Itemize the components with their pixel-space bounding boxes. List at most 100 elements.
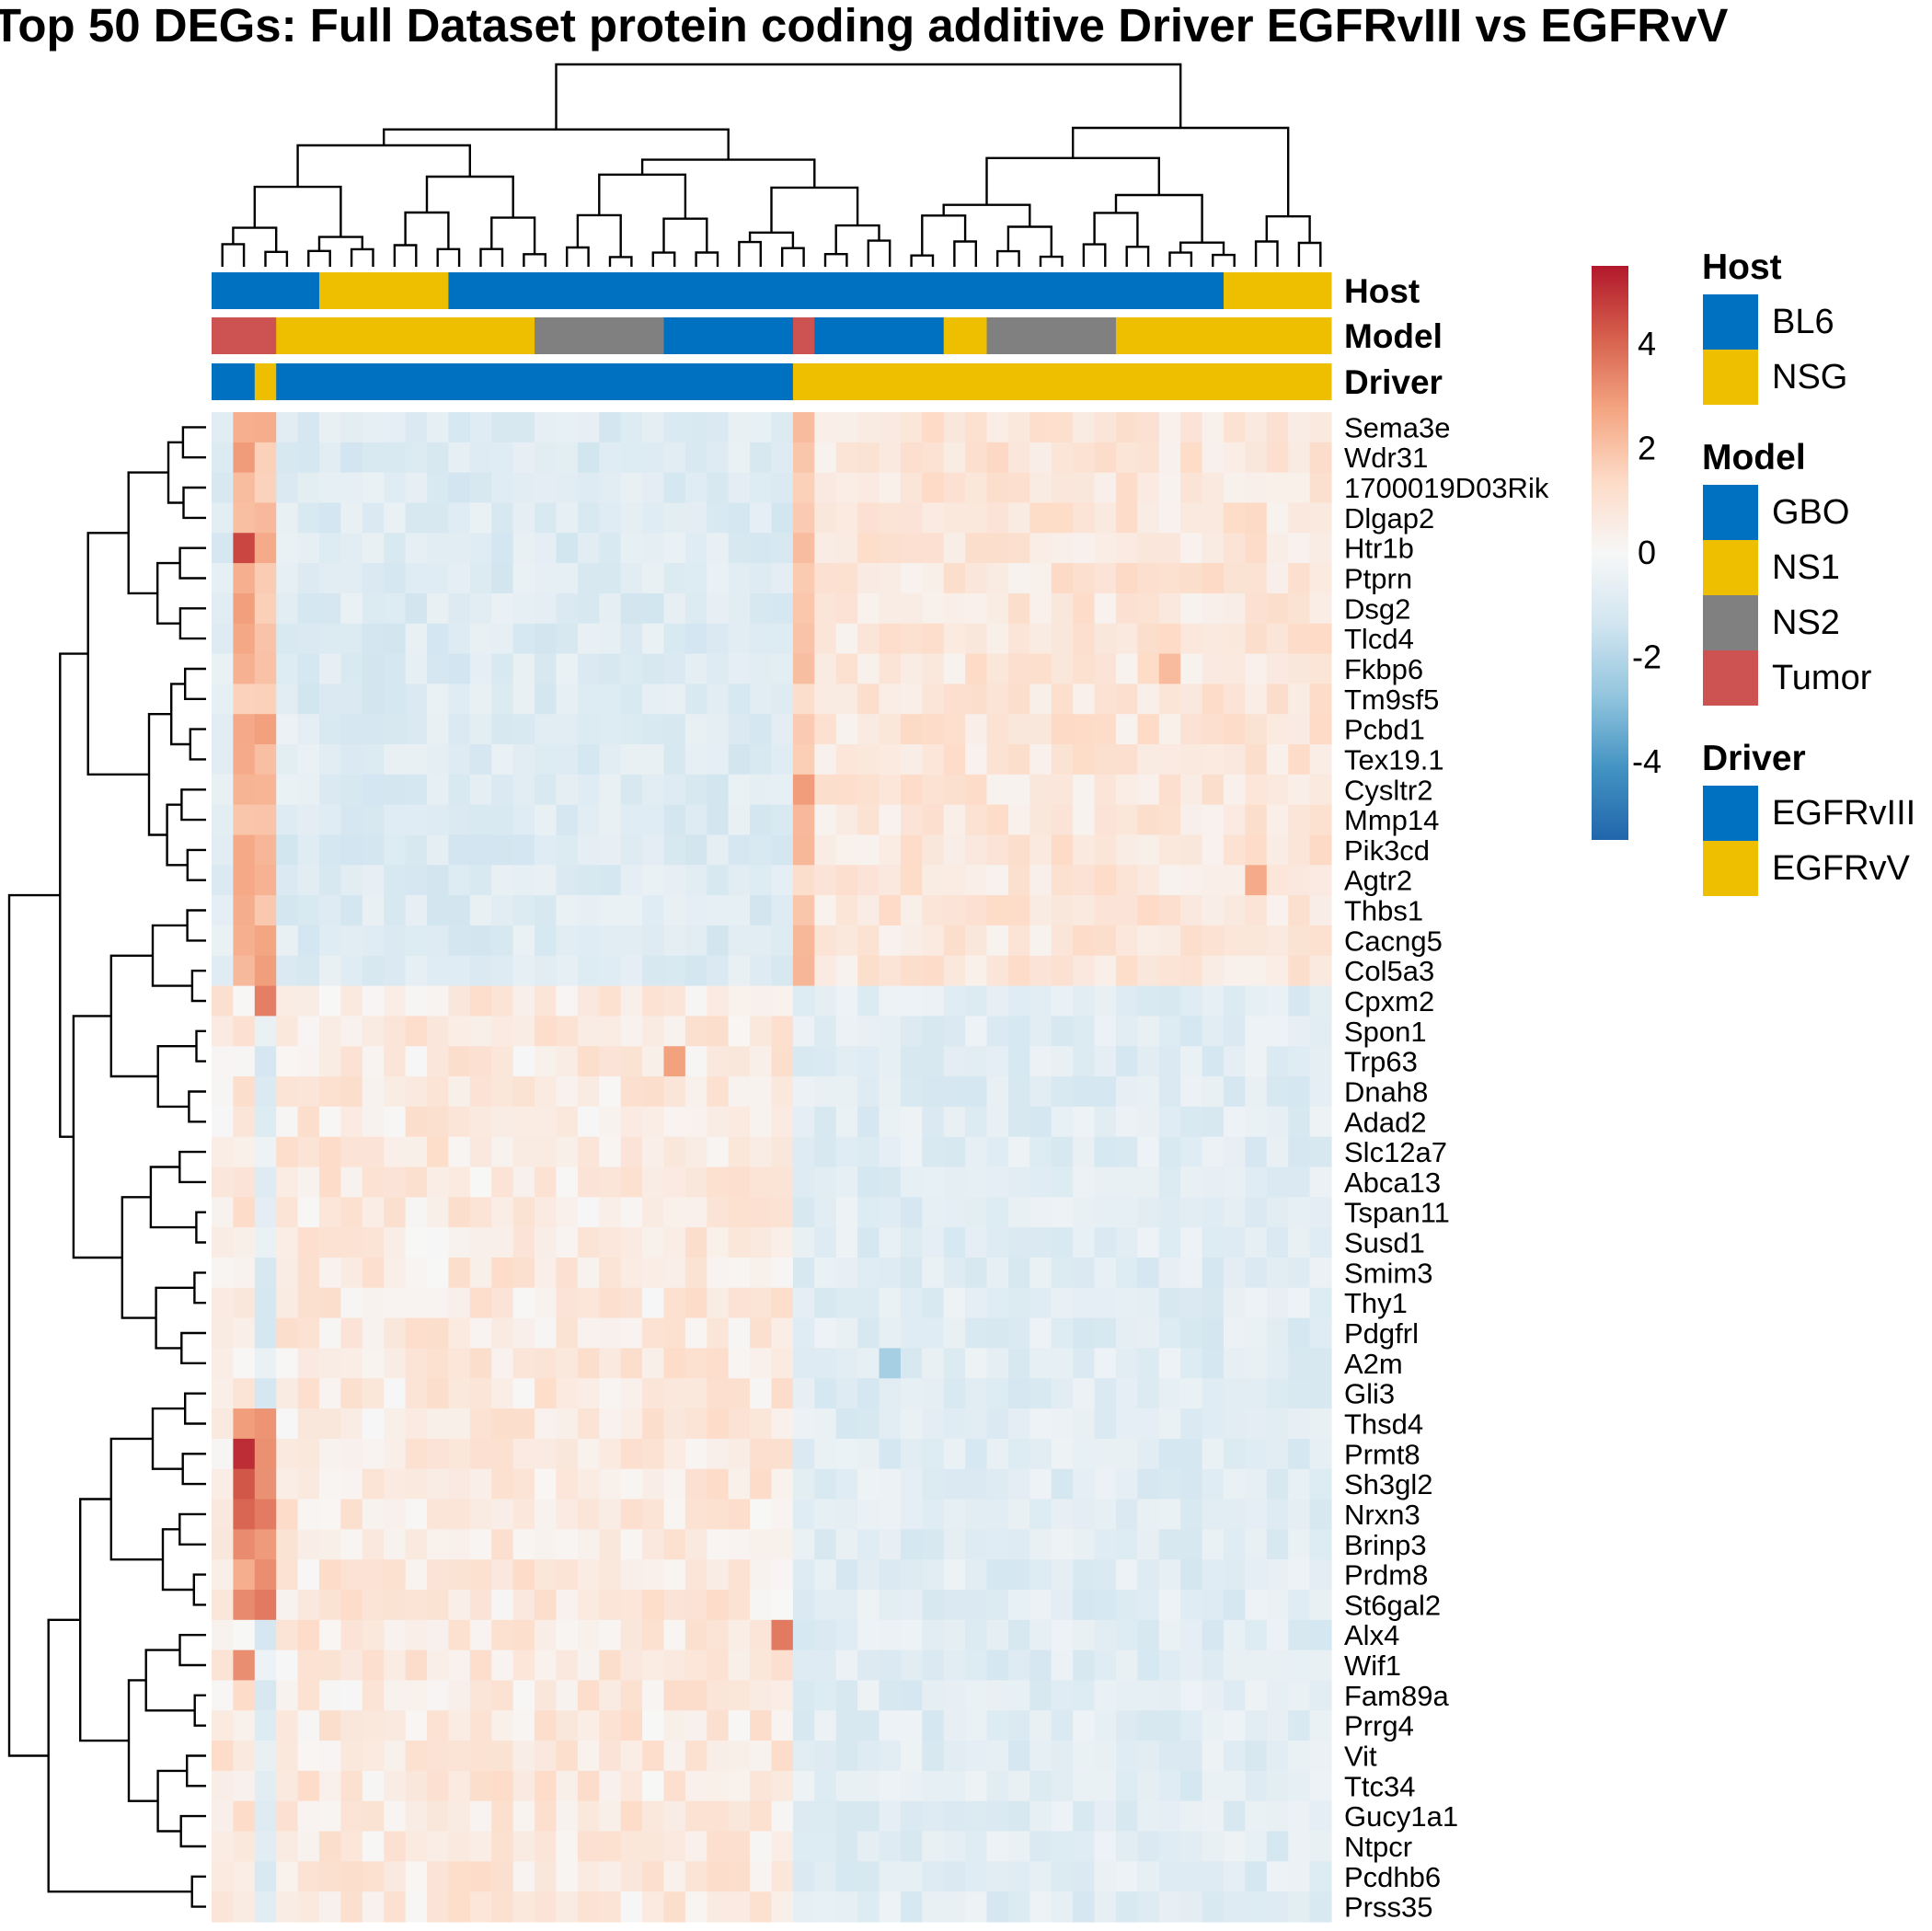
heatmap-cell — [663, 834, 686, 866]
heatmap-cell — [1137, 1649, 1160, 1682]
heatmap-cell — [1137, 1016, 1160, 1047]
heatmap-cell — [642, 865, 665, 896]
heatmap-cell — [986, 1741, 1009, 1772]
heatmap-cell — [728, 1649, 751, 1682]
heatmap-cell — [577, 1468, 600, 1500]
heatmap-cell — [362, 1800, 385, 1833]
heatmap-cell — [1094, 1468, 1117, 1500]
dendrogram-branch — [867, 239, 891, 267]
heatmap-cell — [965, 1317, 988, 1350]
legend-swatch — [1703, 294, 1758, 350]
heatmap-cell — [750, 684, 773, 715]
dendrogram-branch — [186, 1754, 206, 1787]
heatmap-cell — [684, 1710, 707, 1741]
heatmap-cell — [384, 1227, 407, 1259]
heatmap-cell — [1051, 1076, 1074, 1108]
heatmap-cell — [1309, 804, 1332, 836]
heatmap-cell — [212, 925, 234, 957]
heatmap-cell — [750, 1257, 773, 1289]
heatmap-cell — [943, 623, 966, 655]
heatmap-cell — [405, 714, 428, 745]
heatmap-cell — [1137, 1800, 1160, 1833]
heatmap-cell — [254, 1348, 277, 1379]
heatmap-cell — [771, 1016, 794, 1047]
heatmap-cell — [362, 1589, 385, 1621]
heatmap-cell — [297, 684, 320, 715]
heatmap-cell — [814, 1831, 837, 1862]
heatmap-cell — [1245, 1649, 1268, 1682]
heatmap-cell — [427, 1076, 450, 1108]
heatmap-cell — [965, 1468, 988, 1500]
heatmap-cell — [1266, 563, 1289, 594]
heatmap-cell — [535, 623, 558, 655]
dendrogram-branch — [195, 1211, 206, 1244]
heatmap-cell — [1158, 592, 1181, 625]
heatmap-cell — [943, 563, 966, 594]
heatmap-cell — [254, 1317, 277, 1350]
legend-item-label: EGFRvV — [1772, 849, 1911, 888]
heatmap-cell — [577, 1317, 600, 1350]
heatmap-cell — [319, 1136, 342, 1168]
heatmap-cell — [405, 1016, 428, 1047]
heatmap-cell — [1115, 895, 1138, 926]
heatmap-cell — [642, 1197, 665, 1228]
heatmap-cell — [1094, 1619, 1117, 1651]
heatmap-cell — [642, 563, 665, 594]
heatmap-cell — [1245, 472, 1268, 504]
heatmap-cell — [1266, 653, 1289, 684]
heatmap-cell — [212, 472, 234, 504]
heatmap-cell — [663, 1468, 686, 1500]
heatmap-cell — [1309, 1770, 1332, 1802]
heatmap-cell — [319, 1770, 342, 1802]
heatmap-cell — [1202, 1800, 1225, 1833]
heatmap-cell — [384, 955, 407, 987]
heatmap-cell — [319, 714, 342, 745]
heatmap-cell — [835, 1136, 858, 1168]
heatmap-cell — [405, 1499, 428, 1530]
heatmap-cell — [1094, 1499, 1117, 1530]
heatmap-cell — [663, 563, 686, 594]
heatmap-cell — [707, 1770, 730, 1802]
heatmap-cell — [1180, 1408, 1203, 1440]
dendrogram-branch — [942, 203, 1031, 227]
heatmap-cell — [212, 533, 234, 564]
heatmap-cell — [728, 1710, 751, 1741]
heatmap-cell — [1202, 1317, 1225, 1350]
heatmap-cell — [233, 623, 256, 655]
heatmap-cell — [1007, 744, 1030, 776]
heatmap-cell — [707, 1348, 730, 1379]
heatmap-cell — [1309, 502, 1332, 534]
heatmap-cell — [750, 563, 773, 594]
heatmap-cell — [1051, 1408, 1074, 1440]
heatmap-cell — [427, 1559, 450, 1591]
legend-item-label: GBO — [1772, 493, 1849, 532]
heatmap-cell — [556, 1680, 579, 1711]
heatmap-cell — [1288, 865, 1311, 896]
heatmap-cell — [663, 1167, 686, 1198]
heatmap-cell — [577, 1529, 600, 1560]
heatmap-cell — [1073, 1800, 1096, 1833]
heatmap-cell — [233, 1287, 256, 1319]
dendrogram-branch — [86, 532, 149, 776]
dendrogram-branch — [155, 1286, 195, 1350]
dendrogram-branch — [953, 240, 977, 267]
heatmap-cell — [1007, 1800, 1030, 1833]
heatmap-cell — [427, 1680, 450, 1711]
heatmap-cell — [448, 925, 471, 957]
heatmap-cell — [986, 1438, 1009, 1470]
heatmap-cell — [1180, 714, 1203, 745]
gene-label: Alx4 — [1344, 1619, 1399, 1651]
heatmap-cell — [319, 744, 342, 776]
heatmap-cell — [319, 592, 342, 625]
heatmap-cell — [1051, 1589, 1074, 1621]
heatmap-cell — [684, 1136, 707, 1168]
heatmap-cell — [254, 865, 277, 896]
heatmap-cell — [1266, 1106, 1289, 1138]
heatmap-cell — [212, 1136, 234, 1168]
heatmap-cell — [986, 774, 1009, 806]
heatmap-cell — [577, 1438, 600, 1470]
heatmap-cell — [1094, 1227, 1117, 1259]
heatmap-cell — [922, 865, 945, 896]
heatmap-cell — [297, 442, 320, 474]
heatmap-cell — [340, 1619, 363, 1651]
